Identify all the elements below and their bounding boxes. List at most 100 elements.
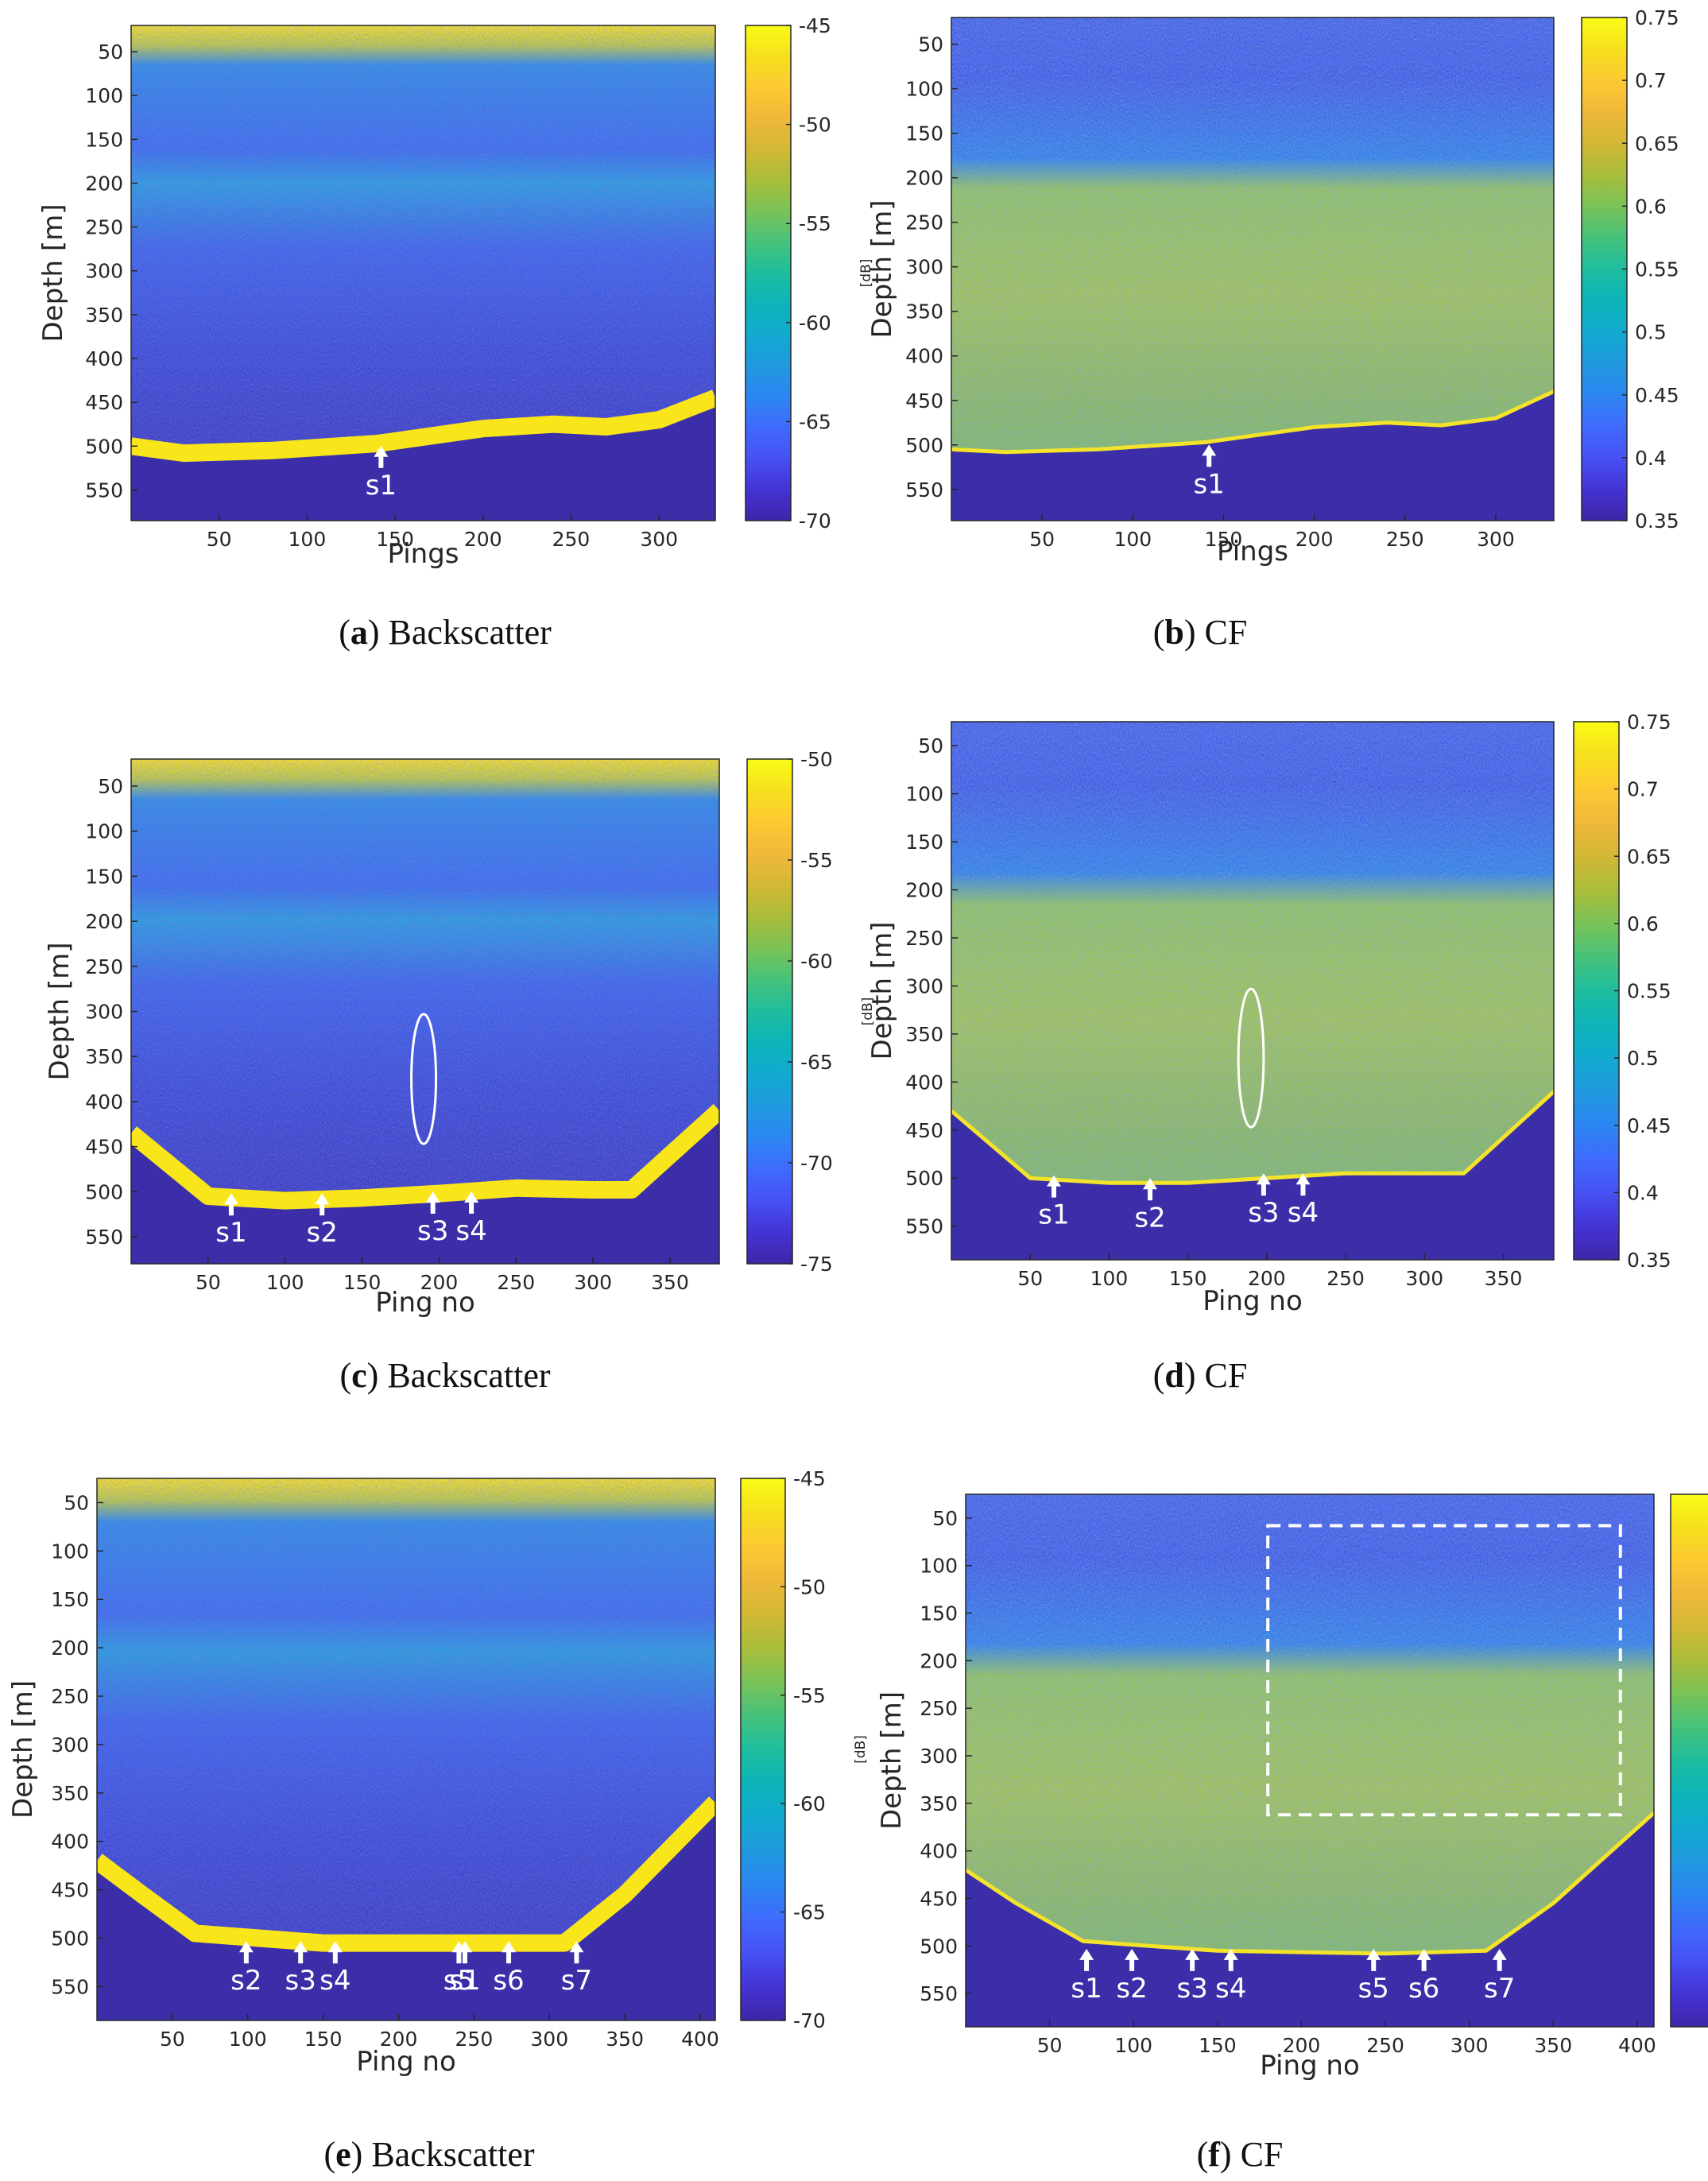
panel-f: 50 100 150 200 250 300 350 400 450 500 550 50 100 150… <box>854 1439 1708 2181</box>
y-tick-label: 100 <box>51 1540 89 1563</box>
marker-label: s7 <box>1484 1973 1515 2005</box>
y-tick-label: 250 <box>85 216 123 239</box>
y-tick-label: 100 <box>85 84 123 107</box>
caption-b: (b) CF <box>1152 613 1248 652</box>
x-axis-label: Ping no <box>356 2046 456 2078</box>
marker-label: s4 <box>455 1215 486 1247</box>
marker-arrow <box>327 1941 343 1964</box>
y-tick-label: 500 <box>905 1167 943 1190</box>
chart-d: 50 100 150 200 250 300 350 400 450 500 550 50 100 150… <box>866 711 1671 1317</box>
y-axis-label: Depth [m] <box>44 942 76 1080</box>
marker-label: s4 <box>320 1965 351 1997</box>
x-tick-label: 200 <box>1283 2034 1321 2057</box>
marker-arrow <box>425 1191 440 1214</box>
marker-arrow <box>1079 1948 1094 1971</box>
y-tick-label: 150 <box>905 122 943 145</box>
seabed-sediment <box>97 1803 715 2020</box>
colorbar-tick-label: 0.55 <box>1635 258 1679 281</box>
x-tick-label: 150 <box>1205 528 1243 551</box>
y-tick-label: 350 <box>905 1023 943 1046</box>
y-tick-label: 200 <box>905 167 943 190</box>
y-tick-label: 500 <box>85 1180 123 1203</box>
seabed-sediment <box>131 1110 719 1264</box>
colorbar-tick-label: 0.65 <box>1635 132 1679 155</box>
caption-a: (a) Backscatter <box>339 613 552 652</box>
colorbar <box>1573 721 1620 1261</box>
x-tick-label: 50 <box>1017 1267 1043 1290</box>
y-tick-label: 200 <box>905 879 943 902</box>
colorbar-tick-label: -65 <box>800 1051 833 1074</box>
x-tick-label: 350 <box>606 2028 644 2051</box>
y-tick-label: 550 <box>905 1215 943 1238</box>
x-tick-label: 100 <box>229 2028 267 2051</box>
highlight-ellipse <box>410 1013 438 1145</box>
colorbar <box>1581 17 1628 521</box>
colorbar-tick-label: -70 <box>799 509 831 533</box>
y-tick-label: 150 <box>920 1602 958 1625</box>
x-tick-label: 250 <box>497 1271 535 1294</box>
y-tick-label: 350 <box>905 300 943 323</box>
echogram-image <box>951 17 1554 521</box>
echogram-image <box>131 25 715 521</box>
panel-c: 50 100 150 200 250 300 350 400 450 500 550 50 100 150… <box>0 699 876 1415</box>
seabed-echo <box>951 389 1554 455</box>
y-tick-label: 400 <box>51 1830 89 1854</box>
colorbar-tick-label: 0.4 <box>1627 1181 1659 1204</box>
y-tick-label: 200 <box>920 1649 958 1672</box>
marker-label: s5 <box>1358 1973 1389 2005</box>
marker-label: s6 <box>493 1965 524 1997</box>
x-tick-label: 100 <box>1114 2034 1152 2057</box>
y-tick-label: 350 <box>920 1792 958 1815</box>
y-tick-label: 450 <box>85 391 123 414</box>
marker-arrow <box>223 1193 238 1216</box>
marker-label: s5 <box>443 1965 474 1997</box>
y-axis-label: Depth [m] <box>876 1691 908 1830</box>
marker-arrow <box>238 1941 254 1964</box>
x-tick-label: 400 <box>681 2028 719 2051</box>
x-tick-label: 50 <box>1029 528 1055 551</box>
x-tick-label: 100 <box>289 528 327 551</box>
x-tick-label: 300 <box>1450 2034 1489 2057</box>
y-axis-label: Depth [m] <box>866 921 898 1060</box>
y-tick-label: 400 <box>85 347 123 370</box>
y-axis-label: Depth [m] <box>7 1680 39 1819</box>
y-tick-label: 550 <box>85 1226 123 1249</box>
colorbar-tick-label: 0.45 <box>1627 1114 1671 1137</box>
marker-arrow <box>1046 1175 1061 1198</box>
y-tick-label: 50 <box>918 734 943 757</box>
colorbar-tick-label: -55 <box>800 849 833 872</box>
x-tick-label: 250 <box>1366 2034 1404 2057</box>
y-tick-label: 50 <box>932 1507 958 1530</box>
y-tick-label: 200 <box>85 910 123 933</box>
seabed-sediment <box>966 1812 1654 2027</box>
colorbar-tick-label: 0.35 <box>1627 1249 1671 1272</box>
y-tick-label: 450 <box>85 1136 123 1159</box>
y-tick-label: 450 <box>51 1879 89 1902</box>
x-axis-label: Pings <box>1217 536 1288 568</box>
marker-arrow <box>1223 1948 1238 1971</box>
colorbar <box>740 1478 786 2021</box>
x-tick-label: 100 <box>266 1271 304 1294</box>
colorbar-tick-label: 0.35 <box>1635 509 1679 533</box>
colorbar-tick-label: 0.75 <box>1635 6 1679 29</box>
colorbar-tick-label: 0.55 <box>1627 980 1671 1003</box>
marker-arrow <box>458 1941 473 1964</box>
y-tick-label: 500 <box>905 434 943 457</box>
marker-label: s4 <box>1215 1973 1246 2005</box>
y-tick-label: 150 <box>85 128 123 151</box>
colorbar-unit: [dB] <box>860 998 876 1026</box>
marker-arrow <box>374 445 389 468</box>
marker-arrow <box>1125 1948 1140 1971</box>
x-tick-label: 200 <box>1248 1267 1286 1290</box>
y-tick-label: 150 <box>51 1588 89 1611</box>
x-tick-label: 150 <box>376 528 414 551</box>
colorbar-tick-label: 0.65 <box>1627 845 1671 868</box>
colorbar-tick-label: -65 <box>799 410 831 433</box>
colorbar <box>746 758 793 1265</box>
marker-arrow <box>502 1941 517 1964</box>
seabed-echo <box>966 1811 1654 1956</box>
caption-e: (e) Backscatter <box>323 2135 535 2174</box>
x-tick-label: 200 <box>380 2028 418 2051</box>
x-tick-label: 300 <box>1405 1267 1443 1290</box>
x-axis-label: Ping no <box>1203 1285 1303 1317</box>
